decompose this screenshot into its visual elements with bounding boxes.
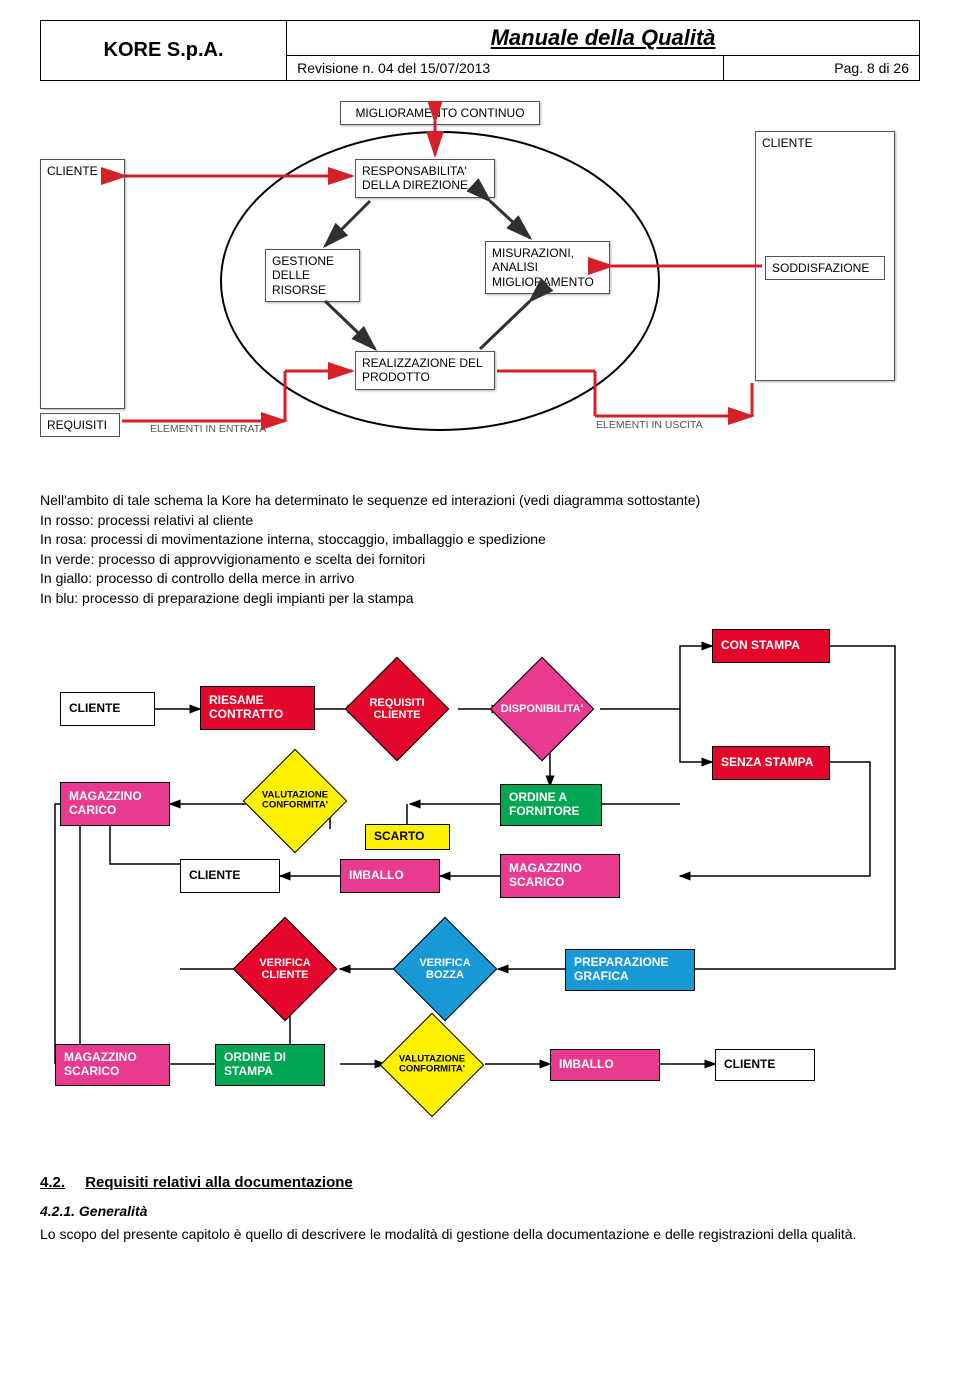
node-responsabilita: RESPONSABILITA' DELLA DIREZIONE: [355, 159, 495, 198]
node-verifica-cliente: VERIFICA CLIENTE: [248, 932, 322, 1006]
process-diagram: MIGLIORAMENTO CONTINUO RESPONSABILITA' D…: [40, 101, 920, 471]
node-realizzazione: REALIZZAZIONE DEL PRODOTTO: [355, 351, 495, 390]
node-imballo2: IMBALLO: [550, 1049, 660, 1081]
sub-num: 4.2.1.: [40, 1203, 75, 1219]
section-paragraph: Lo scopo del presente capitolo è quello …: [40, 1225, 920, 1245]
section-heading: 4.2. Requisiti relativi alla documentazi…: [40, 1174, 920, 1191]
node-riesame: RIESAME CONTRATTO: [200, 686, 315, 730]
section-num: 4.2.: [40, 1174, 65, 1191]
node-disponibilita: DISPONIBILITA': [505, 672, 579, 746]
sub-heading: 4.2.1. Generalità: [40, 1203, 920, 1219]
legend-giallo: In giallo: processo di controllo della m…: [40, 569, 920, 589]
document-header: KORE S.p.A. Manuale della Qualità Revisi…: [40, 20, 920, 81]
label-elementi-entrata: ELEMENTI IN ENTRATA: [150, 423, 266, 435]
legend-verde: In verde: processo di approvvigionamento…: [40, 550, 920, 570]
node-cliente3: CLIENTE: [715, 1049, 815, 1081]
node-requisiti: REQUISITI: [40, 413, 120, 437]
sub-title: Generalità: [79, 1203, 147, 1219]
node-con-stampa: CON STAMPA: [712, 629, 830, 663]
node-cliente2: CLIENTE: [180, 859, 280, 893]
node-cliente-left: CLIENTE: [40, 159, 125, 409]
node-gestione: GESTIONE DELLE RISORSE: [265, 249, 360, 302]
node-magazzino-scarico1: MAGAZZINO SCARICO: [500, 854, 620, 898]
node-scarto: SCARTO: [365, 824, 450, 850]
node-cliente1: CLIENTE: [60, 692, 155, 726]
node-valutazione1: VALUTAZIONE CONFORMITA': [258, 764, 332, 838]
revision-label: Revisione n. 04 del 15/07/2013: [287, 56, 724, 81]
node-verifica-bozza: VERIFICA BOZZA: [408, 932, 482, 1006]
node-soddisfazione: SODDISFAZIONE: [765, 256, 885, 280]
node-miglioramento: MIGLIORAMENTO CONTINUO: [340, 101, 540, 125]
section-title: Requisiti relativi alla documentazione: [85, 1174, 353, 1191]
node-ordine-stampa: ORDINE DI STAMPA: [215, 1044, 325, 1086]
node-valutazione2: VALUTAZIONE CONFORMITA': [395, 1028, 469, 1102]
doc-title: Manuale della Qualità: [287, 21, 920, 56]
node-imballo1: IMBALLO: [340, 859, 440, 893]
legend-blu: In blu: processo di preparazione degli i…: [40, 589, 920, 609]
company-name: KORE S.p.A.: [41, 21, 287, 81]
node-senza-stampa: SENZA STAMPA: [712, 746, 830, 780]
intro-text: Nell'ambito di tale schema la Kore ha de…: [40, 491, 920, 609]
node-magazzino-carico: MAGAZZINO CARICO: [60, 782, 170, 826]
node-preparazione: PREPARAZIONE GRAFICA: [565, 949, 695, 991]
intro-line: Nell'ambito di tale schema la Kore ha de…: [40, 491, 920, 511]
legend-rosso: In rosso: processi relativi al cliente: [40, 511, 920, 531]
legend-rosa: In rosa: processi di movimentazione inte…: [40, 530, 920, 550]
node-requisiti-cliente: REQUISITI CLIENTE: [360, 672, 434, 746]
label-elementi-uscita: ELEMENTI IN USCITA: [596, 419, 703, 431]
flowchart: CLIENTE RIESAME CONTRATTO REQUISITI CLIE…: [40, 624, 920, 1144]
page-label: Pag. 8 di 26: [724, 56, 920, 81]
node-ordine-fornitore: ORDINE A FORNITORE: [500, 784, 602, 826]
node-misurazioni: MISURAZIONI, ANALISI MIGLIORAMENTO: [485, 241, 610, 294]
node-magazzino-scarico2: MAGAZZINO SCARICO: [55, 1044, 170, 1086]
